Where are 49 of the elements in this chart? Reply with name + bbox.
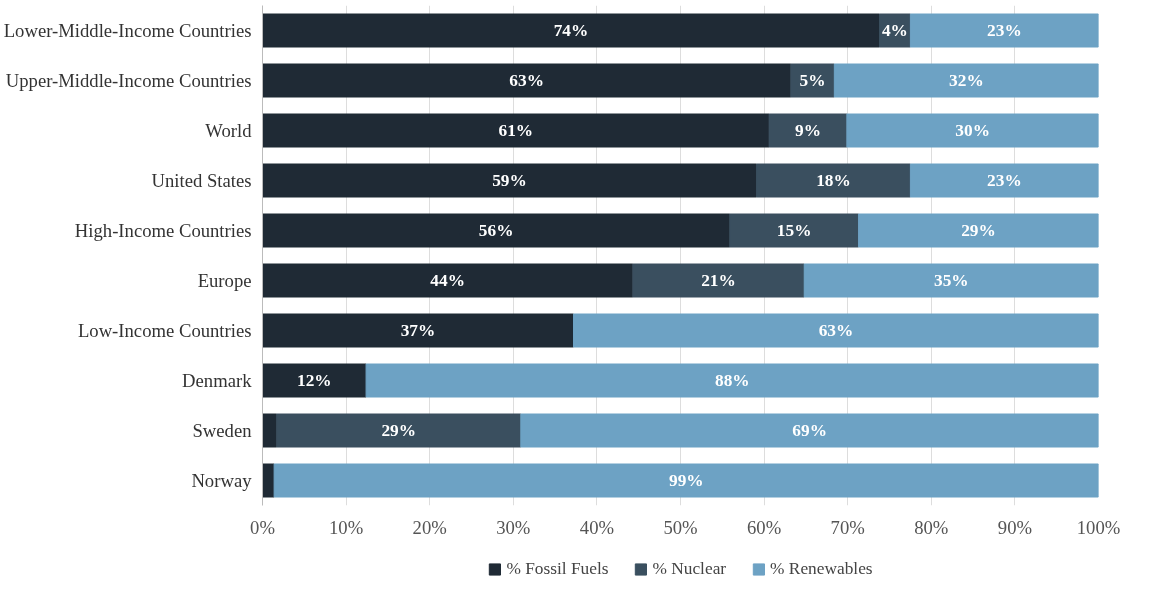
data-label: 15% [776, 221, 812, 240]
data-label: 12% [297, 371, 332, 390]
legend-label: % Renewables [770, 558, 873, 579]
x-tick-label: 30% [496, 516, 531, 538]
y-tick-label: United States [151, 170, 252, 191]
data-label: 23% [987, 171, 1022, 190]
data-label: 69% [792, 421, 827, 440]
x-tick-label: 70% [830, 516, 865, 538]
legend-label: % Fossil Fuels [506, 558, 609, 579]
data-label: 63% [818, 321, 854, 340]
x-tick-label: 80% [914, 516, 949, 538]
y-tick-label: Norway [191, 470, 253, 491]
data-label: 88% [715, 371, 750, 390]
legend-label: % Nuclear [652, 558, 727, 579]
data-label: 74% [553, 21, 589, 40]
data-label: 29% [961, 221, 996, 240]
data-label: 61% [498, 121, 534, 140]
data-label: 23% [987, 21, 1022, 40]
data-label: 32% [949, 71, 984, 90]
y-tick-label: World [205, 120, 253, 141]
data-label: 99% [669, 471, 704, 490]
x-tick-label: 40% [579, 516, 614, 538]
data-label: 21% [701, 271, 736, 290]
y-tick-label: Upper-Middle-Income Countries [5, 70, 252, 91]
x-tick-label: 100% [1076, 516, 1121, 538]
y-tick-label: Denmark [182, 370, 253, 391]
x-tick-label: 20% [412, 516, 447, 538]
y-tick-label: High-Income Countries [74, 220, 252, 241]
y-tick-label: Sweden [192, 420, 253, 441]
x-tick-label: 90% [997, 516, 1032, 538]
x-tick-label: 50% [663, 516, 698, 538]
data-label: 63% [509, 71, 544, 90]
data-label: 35% [934, 271, 969, 290]
data-label: 4% [881, 21, 908, 40]
data-label: 37% [400, 321, 436, 340]
data-label: 18% [816, 171, 851, 190]
data-label: 59% [492, 171, 527, 190]
data-label: 44% [430, 271, 465, 290]
y-tick-label: Europe [197, 270, 252, 291]
x-tick-label: 10% [329, 516, 364, 538]
y-tick-label: Low-Income Countries [77, 320, 252, 341]
x-tick-label: 60% [747, 516, 782, 538]
x-tick-label: 0% [250, 516, 275, 538]
data-label: 56% [478, 221, 514, 240]
y-tick-label: Lower-Middle-Income Countries [3, 20, 252, 41]
data-label: 30% [955, 121, 991, 140]
data-label: 5% [799, 71, 826, 90]
data-label: 9% [794, 121, 821, 140]
data-label: 29% [381, 421, 417, 440]
